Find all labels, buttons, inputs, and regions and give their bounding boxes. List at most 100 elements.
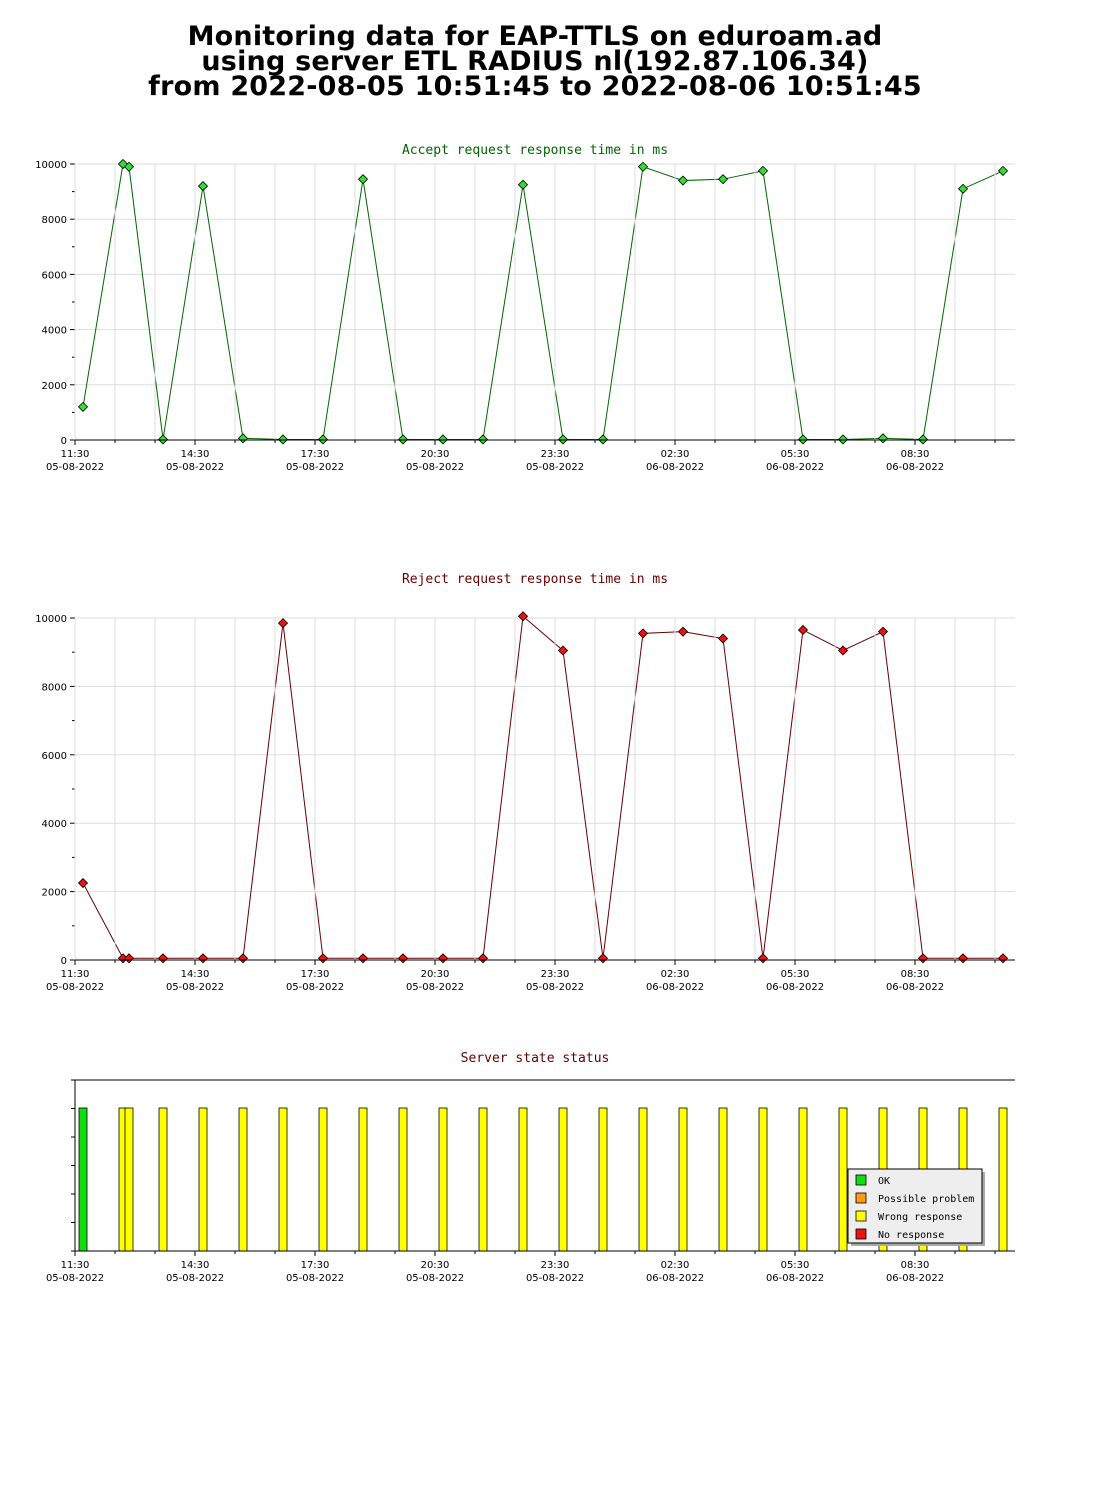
data-point (277, 618, 289, 629)
x-tick-date-label: 05-08-2022 (406, 462, 464, 473)
status-bar (78, 1107, 88, 1252)
data-point (477, 953, 489, 964)
status-bar (758, 1107, 768, 1252)
x-tick-time-label: 02:30 (661, 449, 690, 460)
x-tick-date-label: 05-08-2022 (46, 982, 104, 993)
data-point (717, 633, 729, 644)
data-point (637, 161, 649, 172)
status-bar (438, 1107, 448, 1252)
x-tick-date-label: 05-08-2022 (166, 462, 224, 473)
x-tick-time-label: 05:30 (781, 1260, 810, 1271)
chart-2: Server state status OK Possible problem Wro… (71, 1051, 1015, 1252)
data-point (397, 434, 409, 445)
y-tick-label: 2000 (42, 381, 67, 392)
x-tick-time-label: 14:30 (181, 449, 210, 460)
chart-title: Accept request response time in ms (402, 143, 668, 158)
x-tick-date-label: 06-08-2022 (766, 462, 824, 473)
status-bar (678, 1107, 688, 1252)
data-point (677, 175, 689, 186)
series-line (82, 163, 1004, 440)
x-tick-time-label: 23:30 (541, 449, 570, 460)
x-tick-time-label: 20:30 (421, 1260, 450, 1271)
x-tick-time-label: 20:30 (421, 449, 450, 460)
data-point (357, 953, 369, 964)
y-tick-label: 0 (61, 436, 67, 447)
x-axis-0: 11:30 05-08-2022 14:30 05-08-2022 17:30 05-08… (46, 164, 1015, 473)
legend-label: Wrong response (878, 1212, 962, 1223)
status-bar (798, 1107, 808, 1252)
status-bar (198, 1107, 208, 1252)
y-tick-label: 0 (61, 956, 67, 967)
data-point (557, 434, 569, 445)
data-point (997, 953, 1009, 964)
data-point (957, 183, 969, 194)
x-tick-date-label: 05-08-2022 (406, 982, 464, 993)
x-tick-date-label: 05-08-2022 (286, 982, 344, 993)
data-point (997, 165, 1009, 176)
x-tick-time-label: 02:30 (661, 969, 690, 980)
x-tick-time-label: 11:30 (61, 449, 90, 460)
status-bar (998, 1107, 1008, 1252)
x-tick-time-label: 11:30 (61, 1260, 90, 1271)
data-point (757, 165, 769, 176)
legend-swatch (855, 1192, 867, 1204)
chart-1: Reject request response time in ms 0 2000 4… (35, 572, 1015, 967)
legend-label: Possible problem (878, 1194, 974, 1205)
x-tick-time-label: 23:30 (541, 969, 570, 980)
chart-title: Server state status (461, 1051, 610, 1066)
y-tick-label: 10000 (35, 614, 67, 625)
x-tick-date-label: 06-08-2022 (886, 982, 944, 993)
y-tick-label: 10000 (35, 160, 67, 171)
x-tick-date-label: 06-08-2022 (646, 982, 704, 993)
x-tick-time-label: 02:30 (661, 1260, 690, 1271)
page-title: Monitoring data for EAP-TTLS on eduroam.… (0, 23, 1070, 100)
chart-0: Accept request response time in ms 0 2000 4… (35, 143, 1015, 447)
data-point (317, 953, 329, 964)
x-tick-date-label: 05-08-2022 (526, 982, 584, 993)
legend-box (847, 1168, 983, 1244)
data-point (517, 179, 529, 190)
x-tick-date-label: 06-08-2022 (886, 1273, 944, 1284)
x-tick-date-label: 06-08-2022 (766, 1273, 824, 1284)
status-bar (718, 1107, 728, 1252)
x-tick-time-label: 23:30 (541, 1260, 570, 1271)
data-point (597, 434, 609, 445)
data-point (517, 611, 529, 622)
data-point (917, 434, 929, 445)
status-bar (558, 1107, 568, 1252)
x-tick-date-label: 05-08-2022 (406, 1273, 464, 1284)
status-bar (238, 1107, 248, 1252)
y-tick-label: 8000 (42, 215, 67, 226)
data-point (877, 626, 889, 637)
x-tick-date-label: 05-08-2022 (46, 1273, 104, 1284)
x-tick-time-label: 17:30 (301, 1260, 330, 1271)
data-point (757, 953, 769, 964)
status-bar (124, 1107, 134, 1252)
data-point (597, 953, 609, 964)
data-point (957, 953, 969, 964)
data-point (77, 401, 89, 412)
x-tick-date-label: 06-08-2022 (886, 462, 944, 473)
data-point (437, 434, 449, 445)
y-tick-label: 6000 (42, 270, 67, 281)
x-tick-date-label: 05-08-2022 (46, 462, 104, 473)
status-bar (638, 1107, 648, 1252)
x-axis-2: 11:30 05-08-2022 14:30 05-08-2022 17:30 05-08… (46, 1250, 1015, 1284)
y-tick-label: 8000 (42, 682, 67, 693)
x-tick-time-label: 08:30 (901, 969, 930, 980)
data-point (837, 645, 849, 656)
x-tick-time-label: 08:30 (901, 449, 930, 460)
x-tick-time-label: 08:30 (901, 1260, 930, 1271)
x-tick-date-label: 05-08-2022 (166, 1273, 224, 1284)
x-axis-1: 11:30 05-08-2022 14:30 05-08-2022 17:30 05-08… (46, 618, 1015, 993)
x-tick-time-label: 14:30 (181, 1260, 210, 1271)
data-point (837, 434, 849, 445)
y-tick-label: 2000 (42, 888, 67, 899)
y-tick-label: 6000 (42, 751, 67, 762)
title-line-server: using server ETL RADIUS nl(192.87.106.34… (201, 46, 869, 77)
y-tick-label: 4000 (42, 819, 67, 830)
status-bar (278, 1107, 288, 1252)
x-tick-date-label: 05-08-2022 (286, 462, 344, 473)
data-point (397, 953, 409, 964)
